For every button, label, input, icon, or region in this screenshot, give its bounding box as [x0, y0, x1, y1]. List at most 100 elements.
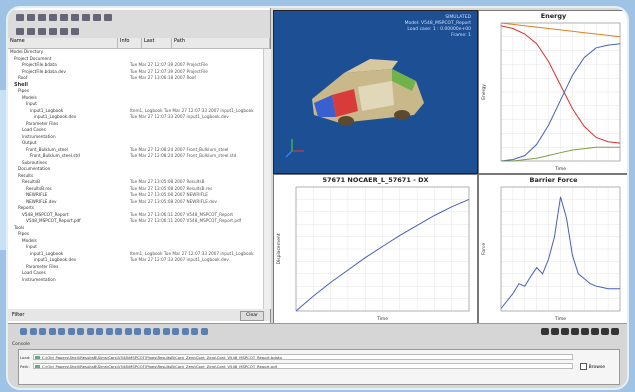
tree-row[interactable]: Front_Bulklum_steel Tue Mar 27 12:08:24 2… — [8, 147, 263, 154]
tree-row[interactable]: NEWRIFLE Tue Mar 27 13:05:08 2007 NEWRIFL… — [8, 192, 263, 199]
column-header-info[interactable]: Info — [118, 38, 142, 48]
tree-row[interactable]: input1_Logbook Item1, Logbook Tue Mar 27 … — [8, 251, 263, 258]
tree-row[interactable]: Reports — [8, 205, 263, 212]
tree-row[interactable]: input1_Logbook.dev Tue Mar 27 12:07:33 20… — [8, 257, 263, 264]
tree-row[interactable]: input1_Logbook.dev Tue Mar 27 12:07:33 20… — [8, 114, 263, 121]
edit-icon[interactable] — [58, 328, 65, 335]
brush-icon[interactable] — [77, 328, 84, 335]
path-field[interactable]: C:\Old_Papers\Shell\ResultsB\Sims\Cars\V… — [33, 363, 573, 369]
up-icon[interactable] — [38, 27, 46, 35]
tree-row[interactable]: Parameter Files — [8, 264, 263, 271]
tree-toolbar-top — [8, 10, 270, 24]
car-door — [358, 81, 394, 111]
tree-row[interactable]: Roof Tue Mar 27 13:06:18 2007 Roof — [8, 75, 263, 82]
column-header-last[interactable]: Last — [142, 38, 172, 48]
tree-row[interactable]: Subroutines — [8, 160, 263, 167]
tree-scrollbar[interactable] — [263, 49, 271, 309]
folder-icon[interactable] — [16, 13, 24, 21]
tree-row[interactable]: Pipes — [8, 231, 263, 238]
tree-row[interactable]: Front_Bulklum_steel.std Tue Mar 27 12:08:… — [8, 153, 263, 160]
expand-icon[interactable] — [16, 27, 24, 35]
energy-plot[interactable]: Energy Time Energy — [478, 10, 627, 174]
tree-row[interactable]: Model Directory — [8, 49, 263, 56]
tree-row[interactable]: Pipes — [8, 88, 263, 95]
stop-icon[interactable] — [39, 328, 46, 335]
mesh-icon[interactable] — [143, 328, 151, 335]
tree-row[interactable]: Tools — [8, 225, 263, 232]
clear-filter-button[interactable]: Clear — [240, 311, 264, 321]
layout-2-icon[interactable] — [551, 328, 559, 335]
paste-icon[interactable] — [71, 13, 79, 21]
tree-row[interactable]: Load Cases — [8, 270, 263, 277]
tree-row[interactable]: ResultsB.res Tue Mar 27 13:05:08 2007 Res… — [8, 186, 263, 193]
tree-row[interactable]: Parameter Files — [8, 121, 263, 128]
tree-row[interactable]: Documentation — [8, 166, 263, 173]
pan-icon[interactable] — [124, 328, 132, 335]
barrier-force-plot[interactable]: Barrier Force Time Force — [478, 174, 627, 324]
tree-row[interactable]: V548_MSPCOT_Report Tue Mar 27 13:06:11 20… — [8, 212, 263, 219]
tree-row[interactable]: Project Document — [8, 56, 263, 63]
open-icon[interactable] — [20, 328, 27, 335]
tree-row[interactable]: Input — [8, 101, 263, 108]
tree-row[interactable]: Input — [8, 244, 263, 251]
table-icon[interactable] — [181, 328, 189, 335]
cut-icon[interactable] — [49, 13, 57, 21]
copy-icon[interactable] — [60, 13, 68, 21]
delete-icon[interactable] — [82, 13, 90, 21]
tree-row-label: Output — [22, 140, 37, 145]
tree-row[interactable]: Results — [8, 173, 263, 180]
load-path-field[interactable]: C:\Old_Papers\Shell\ResultsB\Sims\Cars\V… — [33, 354, 573, 360]
tree-row[interactable]: ProjectFile.bdata Tue Mar 27 12:07:39 200… — [8, 62, 263, 69]
tree-row[interactable]: Models — [8, 238, 263, 245]
help-icon[interactable] — [104, 13, 112, 21]
tree-row[interactable]: input1_Logbook Item1, Logbook Tue Mar 27 … — [8, 108, 263, 115]
column-header-path[interactable]: Path — [172, 38, 270, 48]
vector-icon[interactable] — [162, 328, 170, 335]
tree-row[interactable]: Instrumentation — [8, 134, 263, 141]
layout-5-icon[interactable] — [581, 328, 589, 335]
layout-1-icon[interactable] — [541, 328, 549, 335]
measure-icon[interactable] — [86, 328, 94, 335]
refresh-icon[interactable] — [93, 13, 101, 21]
settings-icon[interactable] — [200, 328, 208, 335]
layout-toolbar — [541, 328, 619, 335]
tree-row[interactable]: ProjectFile.bdata.dev Tue Mar 27 12:07:39… — [8, 69, 263, 76]
tree-row-label: ResultsB.res — [26, 185, 52, 191]
tree-row[interactable]: ResultsB Tue Mar 27 13:05:08 2007 Results… — [8, 179, 263, 186]
save-icon[interactable] — [38, 13, 46, 21]
displacement-plot[interactable]: 57671 NOCAER_L_57671 - DX Time Displaceme… — [273, 174, 478, 324]
3d-viewport[interactable]: SIMULATED Model: V548_MSPCOT_Report Load… — [273, 10, 478, 174]
tree-row[interactable]: Load Cases — [8, 127, 263, 134]
tree-row[interactable]: Models — [8, 95, 263, 102]
down-icon[interactable] — [49, 27, 57, 35]
tree-row[interactable]: Shell — [8, 82, 263, 89]
text-icon[interactable] — [96, 328, 103, 335]
series-line — [500, 22, 621, 38]
layout-8-icon[interactable] — [611, 328, 619, 335]
contour-icon[interactable] — [153, 328, 160, 335]
tree-row[interactable]: Output — [8, 140, 263, 147]
rotate-icon[interactable] — [105, 328, 113, 335]
link-icon[interactable] — [71, 27, 79, 35]
export-icon[interactable] — [191, 328, 198, 335]
collapse-icon[interactable] — [27, 27, 35, 35]
new-icon[interactable] — [27, 13, 35, 21]
tree-row[interactable]: Instrumentation — [8, 277, 263, 284]
layout-7-icon[interactable] — [601, 328, 609, 335]
browse-checkbox[interactable] — [580, 363, 588, 370]
column-header-name[interactable]: Name — [8, 38, 118, 48]
y-axis-label: Force — [481, 243, 487, 255]
tree-row[interactable]: V548_MSPCOT_Report.pdf Tue Mar 27 13:06:1… — [8, 218, 263, 225]
pause-icon[interactable] — [48, 328, 56, 335]
pen-icon[interactable] — [67, 328, 75, 335]
layout-4-icon[interactable] — [571, 328, 579, 335]
run-icon[interactable] — [29, 328, 37, 335]
browse-option[interactable]: Browse — [580, 363, 605, 370]
select-icon[interactable] — [134, 328, 141, 335]
layout-3-icon[interactable] — [561, 328, 569, 335]
chart-icon[interactable] — [172, 328, 179, 335]
zoom-icon[interactable] — [115, 328, 122, 335]
tree-row[interactable]: NEWRIFLE.dev Tue Mar 27 13:05:08 2007 NEW… — [8, 199, 263, 206]
layout-6-icon[interactable] — [591, 328, 599, 335]
filter-icon[interactable] — [60, 27, 68, 35]
